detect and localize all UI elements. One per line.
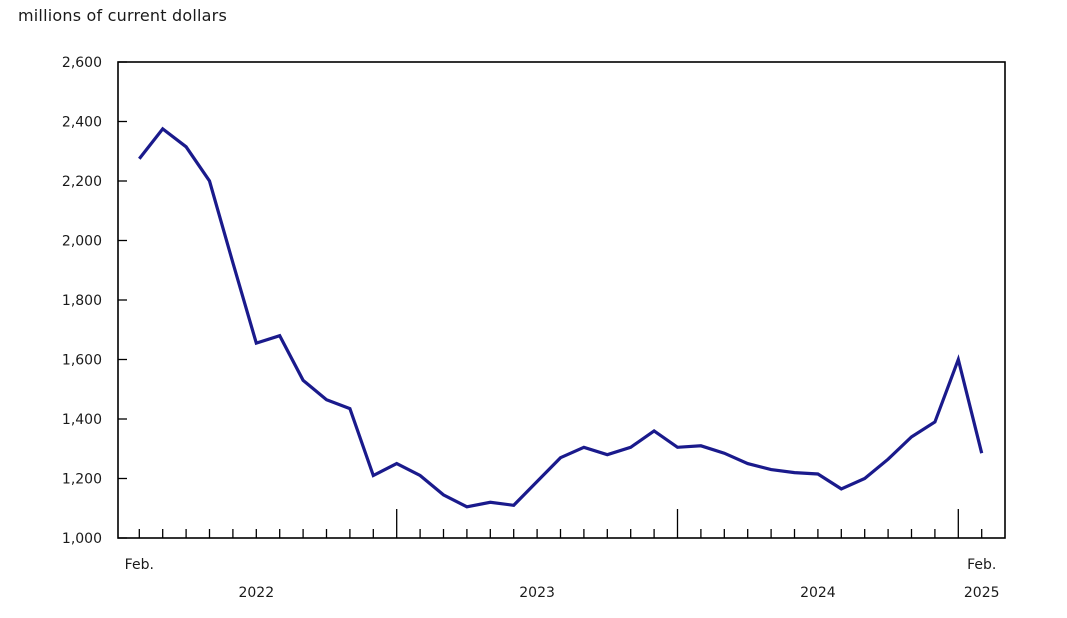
- x-axis-start-label: Feb.: [125, 557, 154, 573]
- x-axis-year-label: 2024: [800, 585, 836, 601]
- y-axis-tick-label: 1,000: [62, 531, 102, 547]
- y-axis-tick-label: 1,400: [62, 412, 102, 428]
- x-axis-end-label-month: Feb.: [967, 557, 996, 573]
- x-axis-end-label-year: 2025: [964, 585, 1000, 601]
- x-axis-year-label: 2022: [238, 585, 274, 601]
- chart-title: millions of current dollars: [18, 6, 227, 25]
- y-axis-tick-label: 1,200: [62, 472, 102, 488]
- y-axis-tick-label: 1,800: [62, 293, 102, 309]
- x-axis-year-label: 2023: [519, 585, 555, 601]
- y-axis-tick-label: 2,000: [62, 234, 102, 250]
- y-axis-tick-label: 2,600: [62, 55, 102, 71]
- data-series-line: [138, 126, 984, 509]
- y-axis-tick-label: 2,400: [62, 115, 102, 131]
- y-axis-tick-label: 2,200: [62, 174, 102, 190]
- y-axis-tick-label: 1,600: [62, 353, 102, 369]
- plot-border: [117, 61, 1006, 539]
